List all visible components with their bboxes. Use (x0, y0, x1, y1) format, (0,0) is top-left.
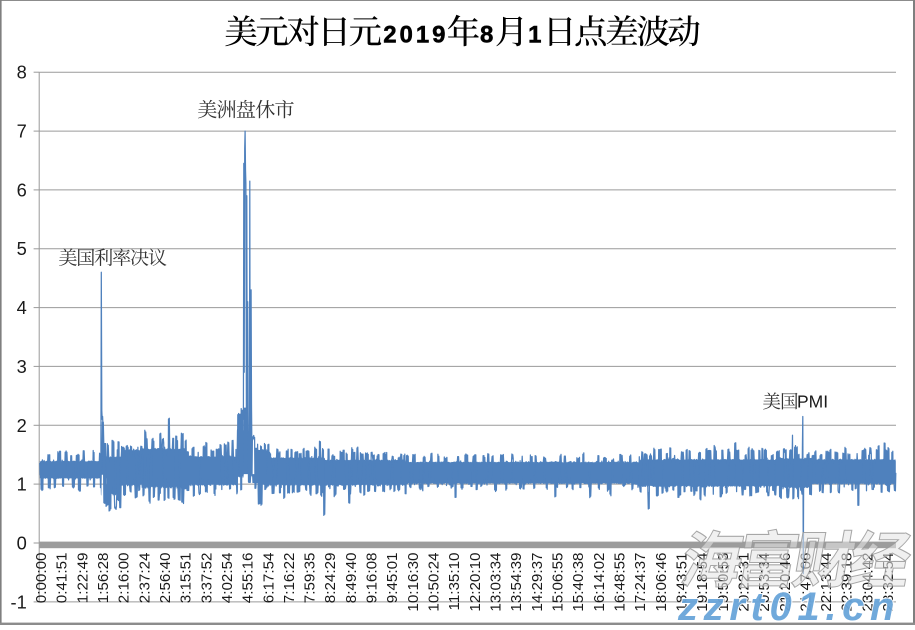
svg-text:10:16:30: 10:16:30 (405, 553, 422, 612)
svg-text:8: 8 (17, 62, 27, 83)
svg-text:7:16:22: 7:16:22 (281, 553, 298, 604)
svg-text:1:56:28: 1:56:28 (95, 553, 112, 604)
svg-text:11:35:10: 11:35:10 (446, 553, 463, 611)
svg-text:2019: 2019 (383, 21, 448, 48)
svg-text:8:24:29: 8:24:29 (322, 553, 339, 604)
svg-text:3: 3 (17, 356, 27, 377)
svg-text:14:29:37: 14:29:37 (529, 553, 546, 612)
svg-text:7: 7 (17, 121, 27, 142)
svg-text:6: 6 (17, 179, 27, 200)
svg-text:12:20:10: 12:20:10 (467, 553, 484, 612)
svg-text:4:55:16: 4:55:16 (240, 553, 257, 604)
svg-text:10:50:24: 10:50:24 (426, 553, 443, 612)
svg-text:6:17:54: 6:17:54 (260, 553, 277, 604)
svg-text:0: 0 (17, 533, 27, 554)
svg-text:15:40:38: 15:40:38 (570, 553, 587, 612)
svg-text:18:06:46: 18:06:46 (653, 553, 670, 612)
svg-text:4:02:54: 4:02:54 (219, 553, 236, 604)
svg-text:16:48:55: 16:48:55 (612, 553, 629, 612)
svg-text:9:45:01: 9:45:01 (384, 553, 401, 604)
svg-text:16:14:02: 16:14:02 (591, 553, 608, 612)
svg-text:5: 5 (17, 238, 27, 259)
svg-text:-1: -1 (11, 591, 27, 612)
svg-text:PMI: PMI (797, 392, 828, 412)
svg-text:13:54:39: 13:54:39 (508, 553, 525, 612)
svg-text:0:41:51: 0:41:51 (54, 553, 71, 604)
svg-text:3:37:52: 3:37:52 (198, 553, 215, 604)
svg-text:1: 1 (17, 474, 27, 495)
svg-text:0:00:00: 0:00:00 (33, 553, 50, 604)
svg-text:13:03:34: 13:03:34 (488, 553, 505, 612)
svg-text:17:24:37: 17:24:37 (632, 553, 649, 612)
svg-text:8: 8 (480, 21, 493, 48)
svg-text:2:37:24: 2:37:24 (136, 553, 153, 604)
svg-text:2:56:40: 2:56:40 (157, 553, 174, 604)
svg-text:1: 1 (528, 21, 541, 48)
svg-text:7:59:35: 7:59:35 (302, 553, 319, 604)
svg-text:2:16:00: 2:16:00 (116, 553, 133, 604)
svg-text:3:15:51: 3:15:51 (178, 553, 195, 604)
svg-text:zzrt01.cn: zzrt01.cn (677, 585, 900, 625)
svg-text:4: 4 (17, 297, 27, 318)
svg-text:2: 2 (17, 415, 27, 436)
svg-text:15:06:55: 15:06:55 (550, 553, 567, 612)
svg-text:8:49:40: 8:49:40 (343, 553, 360, 604)
svg-text:9:16:08: 9:16:08 (364, 553, 381, 604)
svg-text:1:22:49: 1:22:49 (74, 553, 91, 604)
